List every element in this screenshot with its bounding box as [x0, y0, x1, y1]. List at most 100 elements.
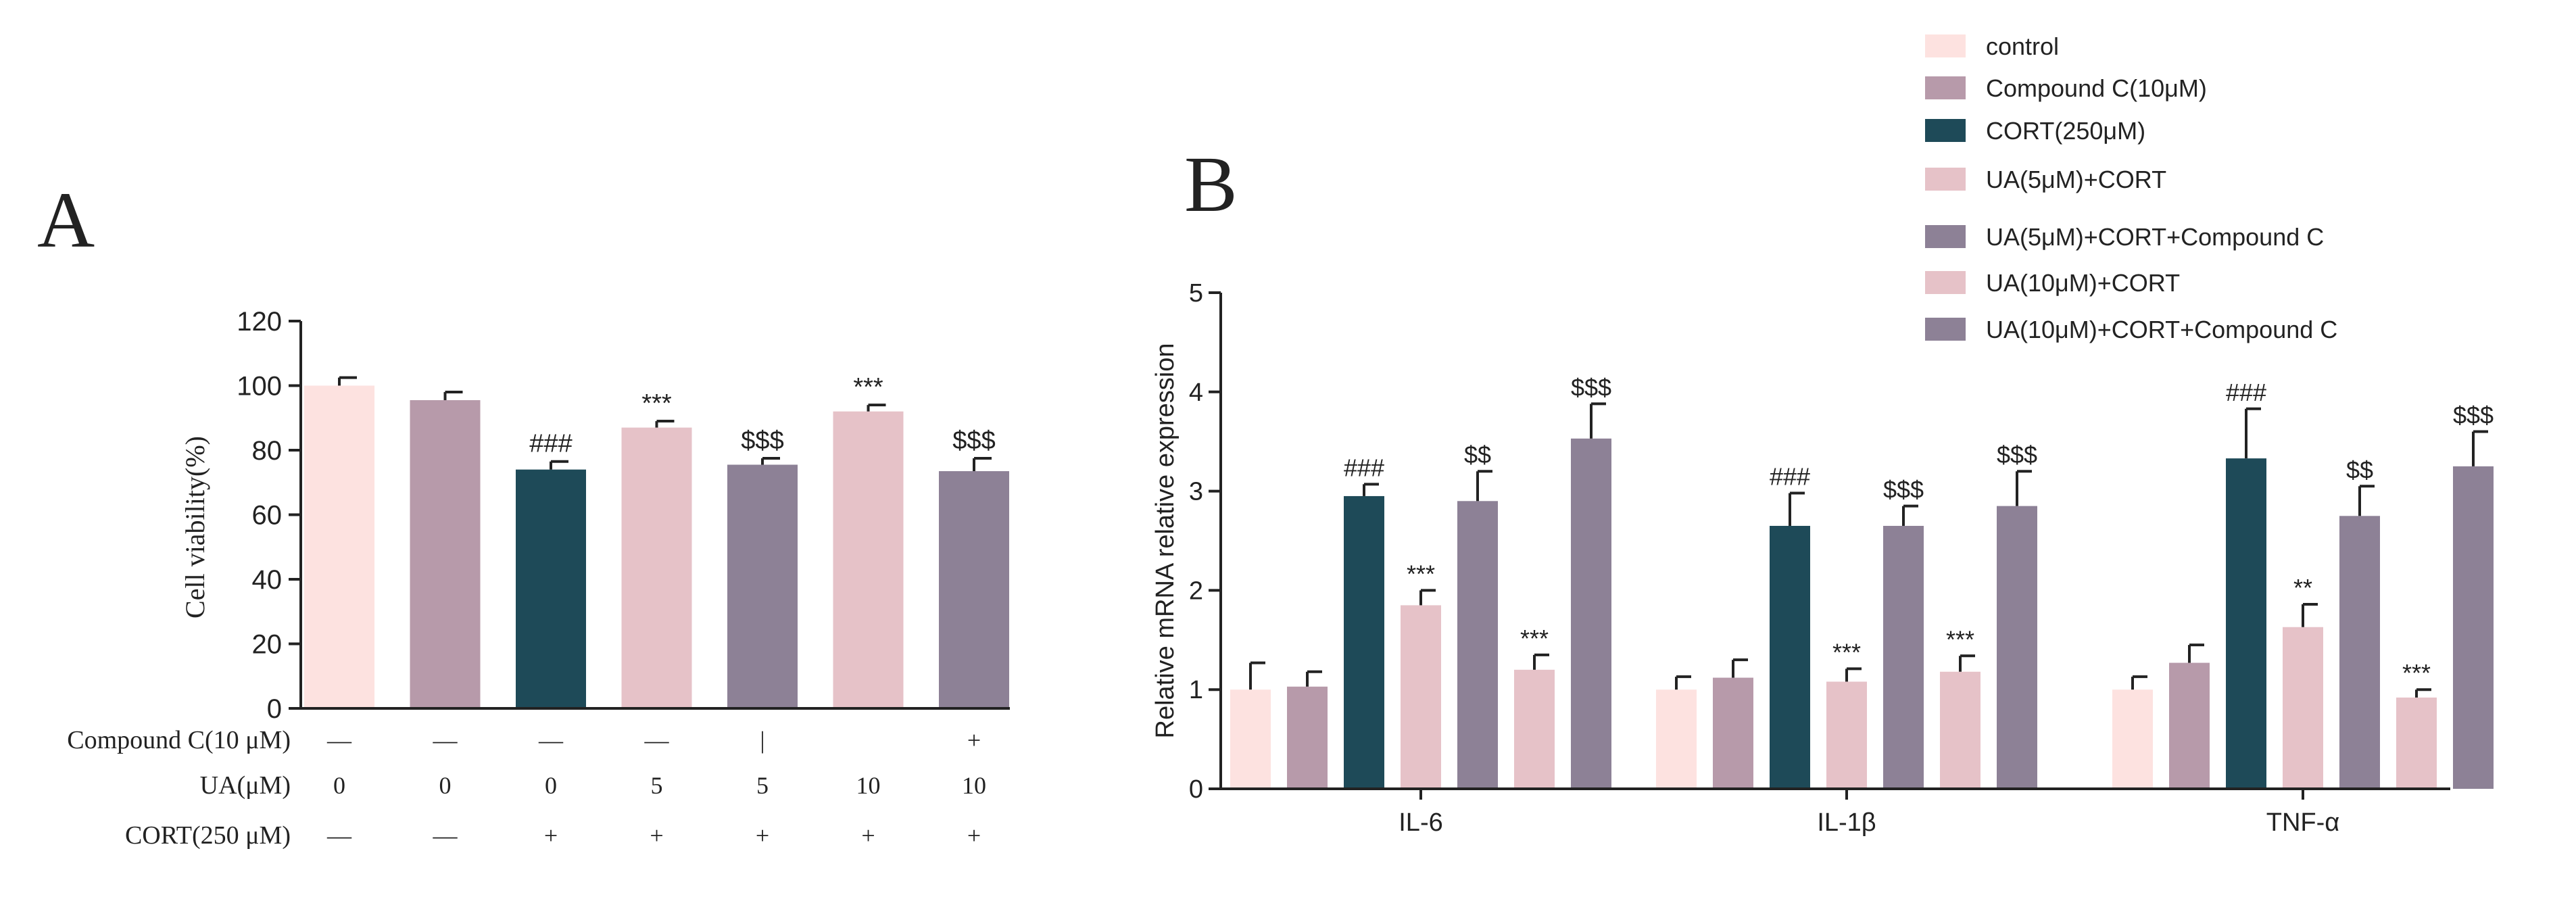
panel-b-bar-0-2 — [2112, 689, 2153, 789]
panel-b-significance-label-2-1: ### — [1770, 463, 1810, 491]
panel-b-significance-label-5-1: *** — [1946, 625, 1974, 653]
panel-a-bar-0 — [304, 385, 374, 708]
panel-b-significance-label-4-1: $$$ — [1883, 476, 1924, 504]
panel-b-category-label-2: TNF-α — [2266, 808, 2340, 837]
panel-b-label: B — [1184, 140, 1238, 228]
panel-b-legend-label-4: UA(5μM)+CORT+Compound C — [1986, 223, 2324, 251]
panel-b-legend-swatch-5 — [1925, 271, 1966, 294]
panel-a-label: A — [37, 176, 95, 264]
panel-a-condition-cell-1-5: 10 — [856, 772, 881, 799]
panel-b-bar-1-1 — [1713, 677, 1753, 789]
panel-b-significance-label-6-2: $$$ — [2453, 402, 2494, 429]
panel-b-category-label-0: IL-6 — [1399, 808, 1442, 837]
panel-a-condition-cell-1-2: 0 — [545, 772, 557, 799]
panel-b-bar-6-0 — [1571, 438, 1611, 789]
panel-b-legend-swatch-2 — [1925, 119, 1966, 142]
panel-b-significance-label-3-2: ** — [2293, 574, 2312, 602]
panel-b-legend-label-1: Compound C(10μM) — [1986, 74, 2207, 102]
panel-a-condition-cell-2-2: + — [544, 822, 558, 849]
panel-b-significance-label-3-0: *** — [1407, 560, 1435, 587]
panel-b-legend-swatch-4 — [1925, 225, 1966, 248]
panel-b-legend-swatch-3 — [1925, 168, 1966, 191]
panel-b-legend-label-0: control — [1986, 32, 2059, 60]
panel-b-bar-0-0 — [1230, 689, 1271, 789]
panel-a-y-tick-label-5: 100 — [237, 372, 282, 402]
panel-b-bar-6-2 — [2453, 466, 2494, 789]
panel-a-condition-row-label-2: CORT(250 μM) — [125, 821, 291, 850]
panel-b-bar-5-0 — [1514, 669, 1555, 789]
panel-b-bar-2-2 — [2226, 458, 2266, 789]
panel-b-bar-6-1 — [1997, 506, 2037, 789]
panel-b-bar-4-1 — [1883, 525, 1924, 789]
panel-b-bar-1-2 — [2169, 662, 2210, 789]
panel-a-condition-cell-2-0: — — [326, 822, 352, 849]
panel-b-significance-label-6-0: $$$ — [1571, 373, 1611, 401]
panel-b-y-tick-label-3: 3 — [1189, 478, 1203, 506]
panel-a-condition-cell-2-4: + — [756, 822, 769, 849]
panel-a-bar-5 — [833, 411, 904, 708]
panel-a-condition-cell-2-1: — — [433, 822, 458, 849]
panel-b-y-axis-label: Relative mRNA relative expression — [1151, 343, 1180, 738]
panel-a-y-tick-label-3: 60 — [252, 501, 283, 531]
panel-a-significance-label-2: ### — [529, 430, 572, 458]
panel-b-significance-label-4-0: $$ — [1464, 441, 1491, 468]
panel-a-bar-2 — [516, 469, 586, 708]
panel-a: A Cell viability(%) ### *** $$$ *** $$$ 0 20 40… — [37, 176, 1010, 850]
panel-b-bar-5-2 — [2396, 697, 2437, 789]
panel-a-condition-cell-0-6: + — [967, 727, 981, 754]
panel-b-bar-2-1 — [1770, 525, 1810, 789]
panel-a-condition-cell-0-2: — — [538, 727, 564, 754]
panel-a-condition-cell-1-4: 5 — [756, 772, 769, 799]
panel-a-bar-4 — [727, 464, 798, 708]
panel-b-bar-3-0 — [1401, 605, 1441, 789]
panel-b-significance-label-4-2: $$ — [2346, 456, 2373, 483]
panel-a-significance-label-6: $$$ — [952, 427, 995, 455]
panel-a-condition-cell-0-1: — — [433, 727, 458, 754]
panel-a-condition-cell-0-0: — — [326, 727, 352, 754]
panel-a-condition-cell-2-5: + — [861, 822, 875, 849]
panel-a-condition-cell-2-6: + — [967, 822, 981, 849]
panel-a-y-tick-label-4: 80 — [252, 436, 283, 466]
panel-b: B Relative mRNA relative expression ### #… — [1151, 32, 2494, 837]
panel-b-y-tick-label-0: 0 — [1189, 775, 1203, 804]
panel-a-significance-label-4: $$$ — [741, 427, 783, 455]
panel-a-bar-1 — [410, 399, 481, 708]
panel-b-legend-swatch-6 — [1925, 318, 1966, 341]
panel-b-legend-swatch-1 — [1925, 76, 1966, 99]
panel-b-bar-4-2 — [2339, 516, 2380, 789]
panel-a-y-axis-label: Cell viability(%) — [180, 436, 210, 618]
panel-b-significance-label-3-1: *** — [1832, 638, 1861, 666]
panel-b-y-tick-label-4: 4 — [1189, 379, 1203, 407]
panel-b-significance-label-2-2: ### — [2226, 379, 2266, 406]
panel-a-condition-cell-1-6: 10 — [962, 772, 986, 799]
panel-a-y-tick-label-1: 20 — [252, 630, 283, 660]
panel-a-bar-6 — [939, 471, 1009, 708]
panel-b-bar-4-0 — [1457, 501, 1498, 789]
panel-a-y-tick-label-2: 40 — [252, 565, 283, 595]
panel-a-condition-cell-1-0: 0 — [333, 772, 345, 799]
panel-a-condition-cell-0-3: — — [644, 727, 670, 754]
panel-b-legend-label-2: CORT(250μM) — [1986, 117, 2145, 145]
panel-b-bar-0-1 — [1656, 689, 1697, 789]
panel-b-legend-label-5: UA(10μM)+CORT — [1986, 269, 2180, 297]
panel-b-significance-label-5-0: *** — [1520, 625, 1549, 652]
panel-b-y-tick-label-1: 1 — [1189, 676, 1203, 704]
panel-a-condition-row-label-0: Compound C(10 μM) — [67, 726, 291, 754]
panel-b-y-tick-label-5: 5 — [1189, 279, 1203, 308]
panel-b-bar-5-1 — [1940, 671, 1980, 789]
panel-a-y-tick-label-6: 120 — [237, 307, 282, 337]
panel-a-bar-3 — [621, 427, 692, 708]
panel-b-legend-swatch-0 — [1925, 34, 1966, 57]
panel-a-significance-label-3: *** — [641, 389, 672, 418]
panel-b-bar-3-2 — [2283, 627, 2323, 789]
panel-b-legend-label-6: UA(10μM)+CORT+Compound C — [1986, 316, 2337, 343]
panel-a-condition-row-label-1: UA(μM) — [200, 771, 291, 800]
panel-a-condition-cell-0-4: | — [760, 727, 764, 754]
panel-b-significance-label-6-1: $$$ — [1997, 441, 2037, 468]
panel-b-legend-label-3: UA(5μM)+CORT — [1986, 166, 2166, 193]
panel-a-condition-cell-1-1: 0 — [439, 772, 452, 799]
panel-b-bar-2-0 — [1344, 495, 1384, 789]
panel-a-condition-cell-2-3: + — [650, 822, 663, 849]
panel-b-significance-label-5-2: *** — [2402, 659, 2431, 687]
